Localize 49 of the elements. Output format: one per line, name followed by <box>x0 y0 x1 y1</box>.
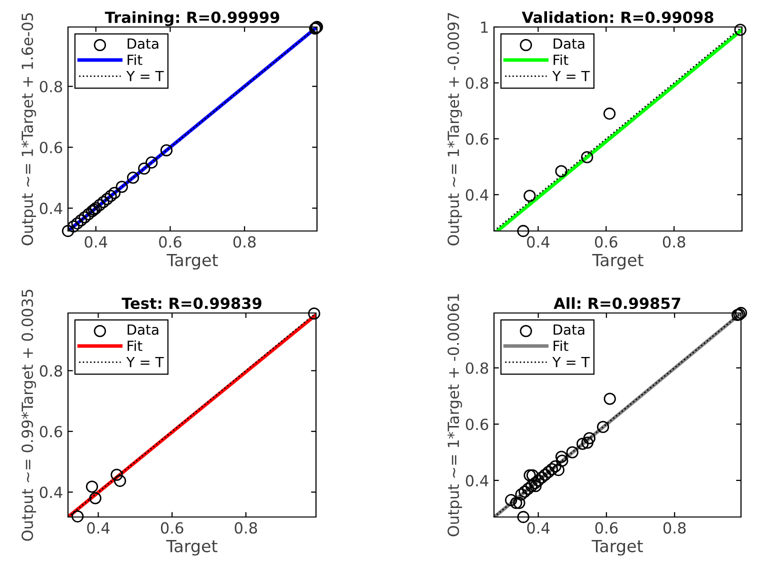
y-axis-title: Output ~= 1*Target + -0.0097 <box>448 13 462 246</box>
y-tick-label: 0.6 <box>466 418 488 430</box>
y-tick-label: 0.8 <box>40 365 62 377</box>
x-axis-title: Target <box>592 540 643 556</box>
x-tick-label: 0.6 <box>160 522 184 534</box>
y-axis-title: Output ~= 1*Target + 1.6e-05 <box>22 13 36 246</box>
y-tick-label: 0.8 <box>466 77 488 89</box>
legend-label: Y = T <box>126 70 164 82</box>
legend-label: Fit <box>128 54 142 65</box>
y-tick-label: 0.6 <box>40 426 62 438</box>
y-axis-title: Output ~= 1*Target + -0.00061 <box>448 294 462 536</box>
chart-title: All: R=0.99857 <box>554 297 680 310</box>
y-tick-label: 0.4 <box>466 189 488 201</box>
y-axis-title: Output ~= 0.99*Target + 0.0035 <box>22 290 36 541</box>
legend-label: Y = T <box>552 356 590 368</box>
y-tick-label: 1 <box>481 22 488 33</box>
x-axis-title: Target <box>592 254 644 270</box>
legend-label: Data <box>128 324 158 335</box>
x-axis-title: Target <box>166 254 218 270</box>
legend-label: Y = T <box>552 70 590 82</box>
x-tick-label: 0.4 <box>84 236 108 248</box>
x-axis-title: Target <box>166 540 218 556</box>
chart-title: Validation: R=0.99098 <box>522 11 714 24</box>
chart-title: Test: R=0.99839 <box>122 297 262 310</box>
legend-label: Y = T <box>126 356 164 368</box>
y-tick-label: 0.4 <box>466 474 488 486</box>
y-tick-label: 0.6 <box>40 142 62 154</box>
x-tick-label: 0.6 <box>594 236 618 248</box>
legend-label: Fit <box>554 54 568 65</box>
x-tick-label: 0.8 <box>662 236 686 248</box>
x-tick-label: 0.6 <box>595 522 618 534</box>
legend-label: Data <box>554 38 584 49</box>
x-tick-label: 0.8 <box>233 236 256 248</box>
y-tick-label: 0.8 <box>466 362 488 374</box>
y-tick-label: 0.6 <box>466 133 488 145</box>
x-tick-label: 0.8 <box>663 522 686 534</box>
chart-title: Training: R=0.99999 <box>104 11 280 26</box>
x-tick-label: 0.4 <box>527 236 550 248</box>
legend-label: Fit <box>554 340 568 351</box>
y-tick-label: 0.4 <box>40 486 62 498</box>
legend-label: Fit <box>128 340 142 351</box>
y-tick-label: 0.8 <box>40 80 62 92</box>
x-tick-label: 0.6 <box>159 236 182 248</box>
legend-label: Data <box>554 324 584 335</box>
x-tick-label: 0.8 <box>234 522 257 534</box>
legend-label: Data <box>128 38 158 49</box>
y-tick-label: 0.4 <box>40 202 62 214</box>
x-tick-label: 0.4 <box>527 522 550 534</box>
x-tick-label: 0.4 <box>87 522 110 534</box>
